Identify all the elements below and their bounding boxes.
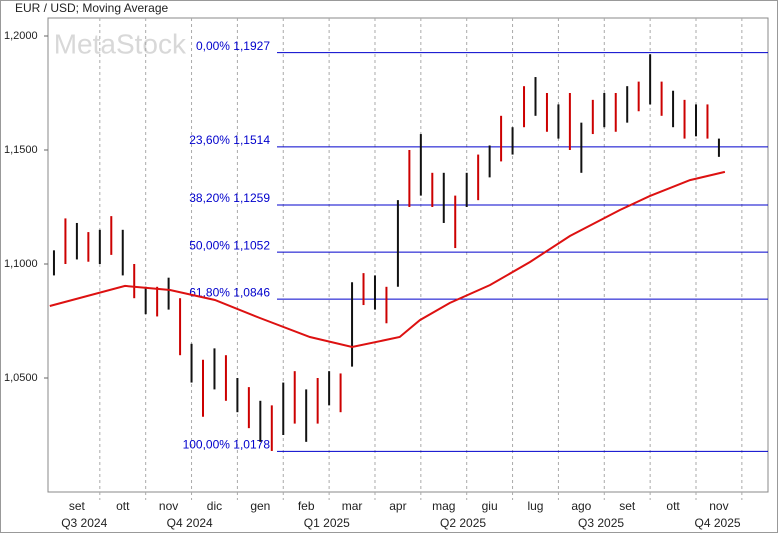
x-tick-label: set — [619, 499, 636, 513]
fib-label: 0,00% 1,1927 — [196, 39, 270, 53]
watermark: MetaStock — [54, 28, 187, 59]
fib-label: 50,00% 1,1052 — [189, 238, 270, 252]
x-tick-label: mag — [432, 499, 455, 513]
quarter-label: Q2 2025 — [440, 516, 486, 530]
x-tick-label: nov — [159, 499, 178, 513]
chart-title: EUR / USD; Moving Average — [15, 1, 169, 15]
x-tick-label: ott — [666, 499, 680, 513]
x-tick-label: set — [69, 499, 86, 513]
quarter-label: Q1 2025 — [304, 516, 350, 530]
quarter-label: Q3 2025 — [578, 516, 624, 530]
x-tick-label: giu — [482, 499, 498, 513]
y-tick-label: 1,2000 — [4, 30, 38, 42]
plot-area — [47, 17, 769, 493]
fib-label: 61,80% 1,0846 — [189, 285, 270, 299]
moving-average — [49, 170, 726, 349]
x-tick-label: gen — [250, 499, 270, 513]
fib-label: 100,00% 1,0178 — [183, 438, 271, 452]
x-tick-label: nov — [709, 499, 728, 513]
quarter-label: Q4 2024 — [167, 516, 213, 530]
quarter-label: Q3 2024 — [61, 516, 107, 530]
y-tick-label: 1,0500 — [4, 372, 38, 384]
fib-label: 38,20% 1,1259 — [189, 191, 270, 205]
x-tick-label: mar — [342, 499, 363, 513]
x-tick-label: feb — [298, 499, 315, 513]
y-tick-label: 1,1000 — [4, 258, 38, 270]
x-tick-label: ott — [116, 499, 130, 513]
x-tick-label: lug — [527, 499, 543, 513]
x-tick-label: dic — [207, 499, 222, 513]
fib-label: 23,60% 1,1514 — [189, 133, 270, 147]
quarter-label: Q4 2025 — [695, 516, 741, 530]
x-tick-label: ago — [571, 499, 591, 513]
y-tick-label: 1,1500 — [4, 144, 38, 156]
x-tick-label: apr — [389, 499, 406, 513]
